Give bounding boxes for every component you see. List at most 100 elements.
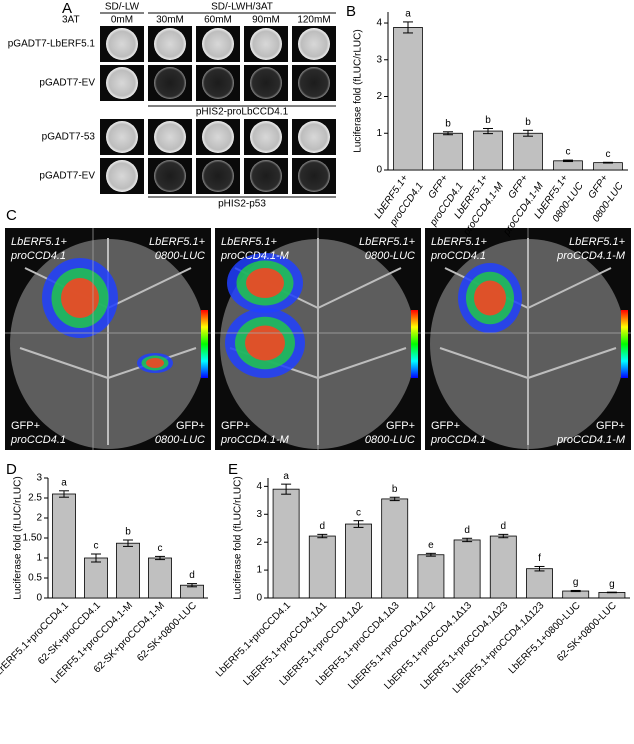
image-label: GFP+ <box>11 420 40 432</box>
image-label: 0800-LUC <box>365 250 415 262</box>
bar <box>381 498 409 599</box>
yeast-colony <box>154 67 186 99</box>
significance-letter: c <box>94 541 99 552</box>
yeast-colony <box>250 160 282 192</box>
y-axis-title: Luciferase fold (fLUC/rLUC) <box>233 476 244 599</box>
significance-letter: b <box>525 117 531 128</box>
bar <box>598 592 626 599</box>
bar <box>417 554 445 599</box>
y-axis-title: Luciferase fold (fLUC/rLUC) <box>353 29 364 152</box>
significance-letter: c <box>606 149 611 160</box>
media-label: SD/-LWH/3AT <box>211 2 273 13</box>
yeast-colony <box>298 67 330 99</box>
significance-letter: b <box>125 527 131 538</box>
bar <box>52 493 76 599</box>
image-label: proCCD4.1-M <box>220 250 290 262</box>
concentration-label: 30mM <box>156 15 184 26</box>
significance-letter: b <box>485 115 491 126</box>
significance-letter: d <box>464 525 470 536</box>
color-scale <box>201 310 208 378</box>
significance-letter: c <box>356 507 361 518</box>
significance-letter: e <box>428 540 434 551</box>
yeast-colony <box>298 121 330 153</box>
color-scale <box>621 310 628 378</box>
bar <box>526 568 553 599</box>
bar <box>553 160 583 171</box>
image-label: LbERF5.1+ <box>149 236 206 248</box>
yeast-colony <box>106 121 138 153</box>
concentration-label: 60mM <box>204 15 232 26</box>
yeast-colony <box>106 160 138 192</box>
bar <box>473 130 503 171</box>
signal-high <box>474 280 506 316</box>
y-axis-title: Luciferase fold (fLUC/rLUC) <box>13 476 24 599</box>
bar <box>513 132 543 171</box>
significance-letter: f <box>538 553 541 564</box>
yeast-colony <box>202 28 234 60</box>
y-tick-label: 0.5 <box>28 573 42 584</box>
image-label: LbERF5.1+ <box>359 236 416 248</box>
yeast-colony <box>202 67 234 99</box>
signal-high <box>246 268 284 298</box>
significance-letter: c <box>158 543 163 554</box>
yeast-colony <box>298 160 330 192</box>
signal-high <box>146 358 164 368</box>
panel-label: A <box>62 0 72 17</box>
yeast-colony <box>298 28 330 60</box>
y-tick-label: 2 <box>36 513 42 524</box>
bar <box>272 488 300 599</box>
bar <box>148 557 172 599</box>
y-tick-label: 1 <box>256 565 262 576</box>
concentration-label: 0mM <box>111 15 133 26</box>
significance-letter: d <box>320 521 326 532</box>
color-scale <box>411 310 418 378</box>
panel-label: D <box>6 461 17 478</box>
yeast-colony <box>106 67 138 99</box>
y-tick-label: 3 <box>256 509 262 520</box>
image-label: GFP+ <box>596 420 625 432</box>
y-tick-label: 3 <box>376 54 382 65</box>
yeast-colony <box>154 160 186 192</box>
image-label: proCCD4.1-M <box>556 250 626 262</box>
image-label: LbERF5.1+ <box>431 236 488 248</box>
y-tick-label: 2.5 <box>28 493 42 504</box>
bar <box>393 27 423 171</box>
significance-letter: a <box>61 477 67 488</box>
image-label: LbERF5.1+ <box>569 236 626 248</box>
treatment-label: 3AT <box>62 15 80 26</box>
bar <box>489 535 517 599</box>
significance-letter: b <box>445 118 451 129</box>
y-tick-label: 0 <box>36 593 42 604</box>
yeast-colony <box>202 160 234 192</box>
image-label: GFP+ <box>431 420 460 432</box>
significance-letter: d <box>189 570 195 581</box>
x-tick-label: 62-SK+0800-LUC <box>135 600 199 664</box>
bar <box>593 162 623 171</box>
panel-label: B <box>346 3 356 20</box>
y-tick-label: 0 <box>256 593 262 604</box>
image-label: GFP+ <box>221 420 250 432</box>
y-tick-label: 2 <box>376 91 382 102</box>
image-label: 0800-LUC <box>365 434 415 446</box>
yeast-colony <box>154 121 186 153</box>
yeast-colony <box>250 121 282 153</box>
yeast-colony <box>202 121 234 153</box>
image-label: GFP+ <box>386 420 415 432</box>
yeast-colony <box>106 28 138 60</box>
image-label: 0800-LUC <box>155 434 205 446</box>
image-label: proCCD4.1-M <box>220 434 290 446</box>
image-label: proCCD4.1 <box>430 250 486 262</box>
significance-letter: g <box>573 577 579 588</box>
concentration-label: 120mM <box>297 15 330 26</box>
yeast-colony <box>250 28 282 60</box>
row-label: pGADT7-EV <box>39 171 95 182</box>
significance-letter: a <box>283 471 289 482</box>
bar <box>453 539 481 599</box>
image-label: LbERF5.1+ <box>221 236 278 248</box>
row-label: pGADT7-53 <box>42 132 96 143</box>
bar <box>345 523 372 599</box>
bar <box>433 132 463 171</box>
bait-label: pHIS2-proLbCCD4.1 <box>196 107 289 118</box>
significance-letter: d <box>501 521 507 532</box>
y-tick-label: 1.50 <box>23 533 43 544</box>
